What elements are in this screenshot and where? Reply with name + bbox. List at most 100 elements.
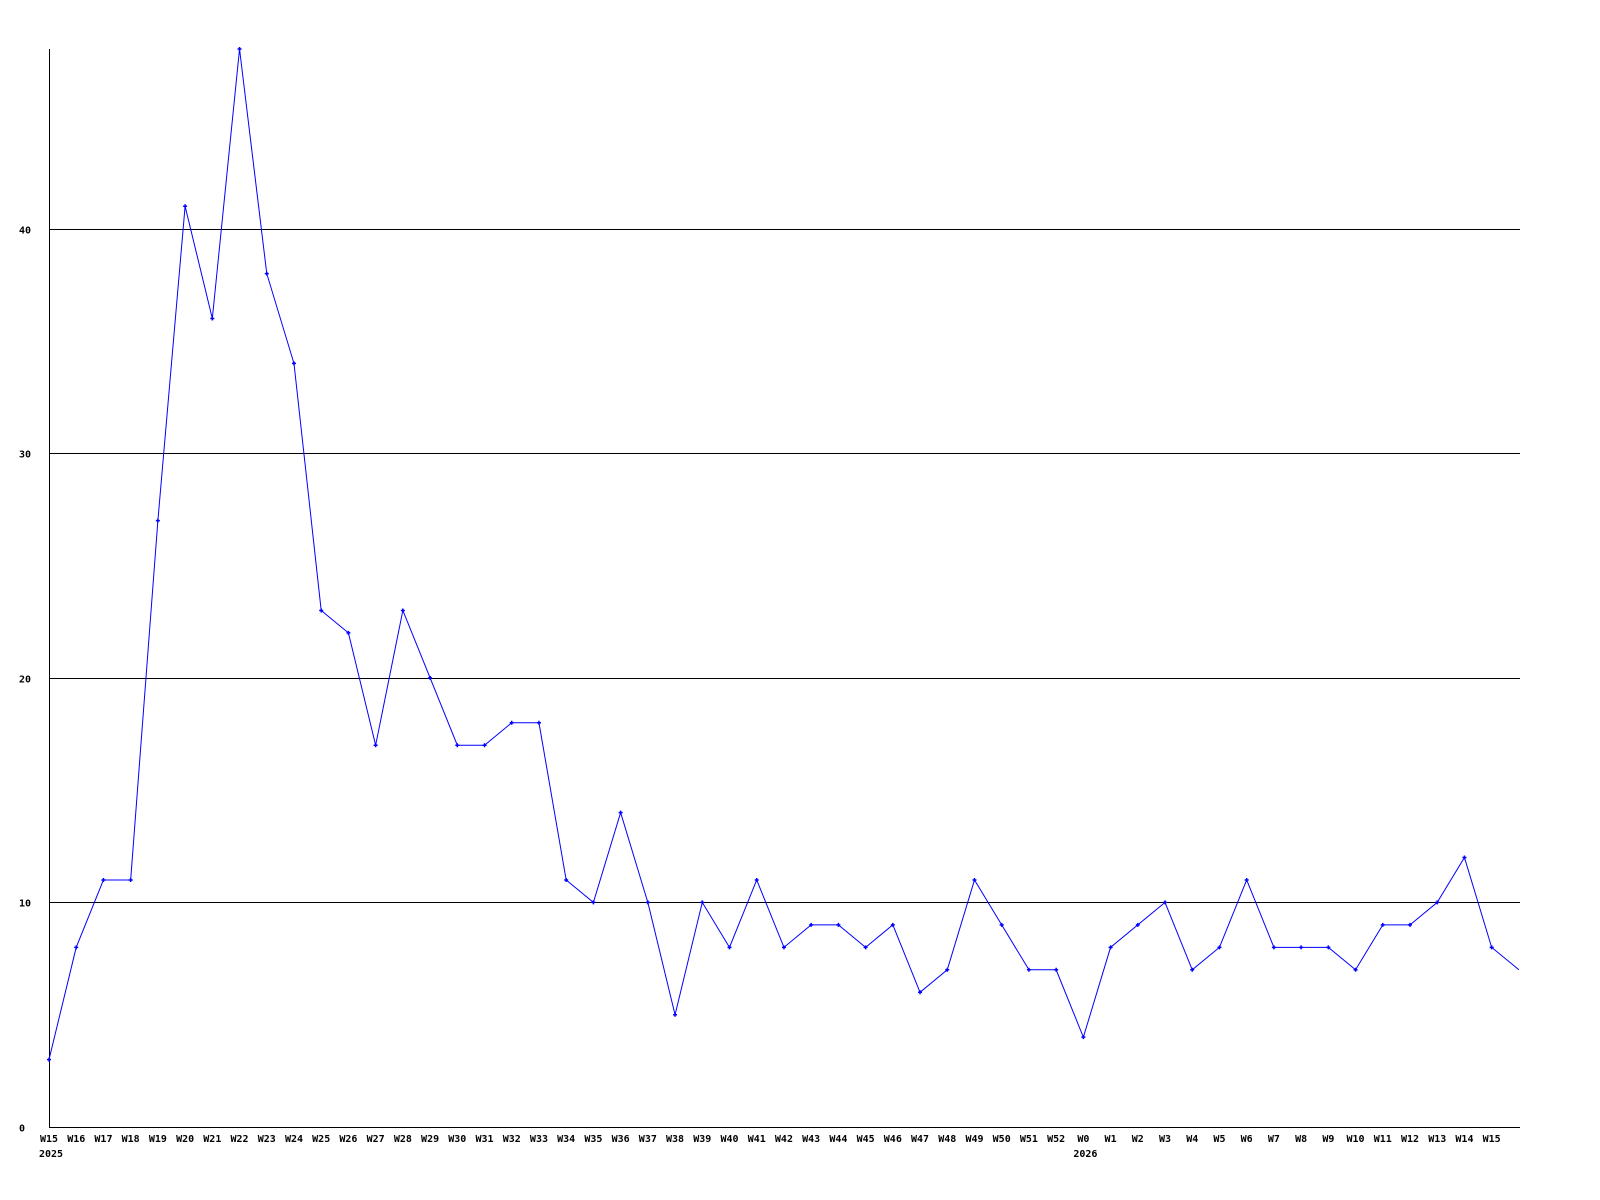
series-line: [48, 48, 1520, 1060]
x-tick-label: W26: [339, 1134, 357, 1145]
data-point: [1135, 922, 1140, 927]
data-point: [1244, 877, 1249, 882]
data-point: [972, 877, 977, 882]
x-tick-label: W17: [94, 1134, 112, 1145]
data-point: [918, 990, 923, 995]
data-point: [700, 900, 705, 905]
x-tick-label: W3: [1159, 1134, 1171, 1145]
x-tick-label: W16: [67, 1134, 85, 1145]
data-point: [346, 630, 351, 635]
x-tick-label: W36: [612, 1134, 630, 1145]
data-point: [1408, 922, 1412, 927]
x-tick-label: W21: [203, 1134, 221, 1145]
data-point: [564, 877, 569, 882]
data-point: [428, 675, 433, 680]
data-point: [1435, 900, 1440, 905]
x-tick-label: W14: [1455, 1134, 1473, 1145]
y-tick-label: 20: [19, 675, 31, 686]
x-tick-label: W32: [503, 1134, 521, 1145]
data-point: [1026, 967, 1031, 972]
y-tick-label: 40: [19, 226, 31, 237]
x-tick-label: W12: [1401, 1134, 1419, 1145]
data-point: [1326, 945, 1331, 950]
data-point: [101, 877, 106, 882]
data-point: [618, 810, 623, 815]
data-point: [400, 608, 405, 613]
data-point: [183, 204, 188, 209]
x-tick-label: W6: [1241, 1134, 1253, 1145]
x-tick-label: W50: [993, 1134, 1011, 1145]
x-tick-label: W47: [911, 1134, 929, 1145]
x-tick-label: W28: [394, 1134, 412, 1145]
data-point: [890, 922, 895, 927]
data-point: [945, 967, 950, 972]
y-tick-label: 0: [19, 1124, 25, 1135]
gridlines: [49, 229, 1520, 903]
x-tick-label: W31: [475, 1134, 493, 1145]
data-point: [128, 877, 133, 882]
x-tick-label: W4: [1186, 1134, 1198, 1145]
data-point: [482, 743, 487, 748]
x-tick-label: W42: [775, 1134, 793, 1145]
x-tick-label: W15: [1483, 1134, 1501, 1145]
x-tick-label: W0: [1077, 1134, 1089, 1145]
data-point: [1489, 945, 1494, 950]
data-point: [47, 1057, 51, 1062]
series: [47, 47, 1520, 1062]
data-point: [1108, 945, 1113, 950]
x-tick-label: W19: [149, 1134, 167, 1145]
data-point: [373, 743, 378, 748]
x-tick-label: W22: [231, 1134, 249, 1145]
x-tick-label: W45: [857, 1134, 875, 1145]
x-tick-label: W35: [584, 1134, 602, 1145]
data-point: [727, 945, 732, 950]
x-tick-label: W44: [829, 1134, 847, 1145]
x-tick-label: W38: [666, 1134, 684, 1145]
year-label: 2026: [1073, 1149, 1097, 1160]
data-point: [155, 518, 160, 523]
data-point: [237, 47, 242, 51]
data-point: [1054, 967, 1059, 972]
x-tick-label: W18: [122, 1134, 140, 1145]
x-tick-label: W46: [884, 1134, 902, 1145]
data-point: [1380, 922, 1385, 927]
year-label: 2025: [39, 1149, 63, 1160]
data-point: [754, 877, 759, 882]
data-point: [591, 900, 596, 905]
x-tick-label: W13: [1428, 1134, 1446, 1145]
x-tick-label: W7: [1268, 1134, 1280, 1145]
x-tick-label: W8: [1295, 1134, 1307, 1145]
data-point: [1190, 967, 1195, 972]
x-tick-label: W34: [557, 1134, 575, 1145]
x-tick-label: W30: [448, 1134, 466, 1145]
data-point: [673, 1012, 678, 1017]
x-tick-label: W2: [1132, 1134, 1144, 1145]
data-point: [291, 361, 296, 366]
data-point: [509, 720, 514, 725]
data-point: [781, 945, 786, 950]
data-point: [1271, 945, 1276, 950]
data-point: [536, 720, 541, 725]
x-tick-label: W40: [720, 1134, 738, 1145]
x-tick-label: W10: [1347, 1134, 1365, 1145]
data-point: [809, 922, 814, 927]
x-tick-label: W48: [938, 1134, 956, 1145]
x-tick-label: W24: [285, 1134, 303, 1145]
x-tick-label: W1: [1105, 1134, 1117, 1145]
data-point: [455, 743, 460, 748]
x-tick-label: W37: [639, 1134, 657, 1145]
x-tick-label: W9: [1322, 1134, 1334, 1145]
x-tick-label: W11: [1374, 1134, 1392, 1145]
data-point: [863, 945, 868, 950]
y-tick-label: 30: [19, 450, 31, 461]
data-point: [999, 922, 1004, 927]
data-point: [1353, 967, 1358, 972]
x-tick-label: W15: [40, 1134, 58, 1145]
data-point: [319, 608, 324, 613]
y-tick-label: 10: [19, 899, 31, 910]
data-point: [1081, 1035, 1086, 1040]
x-tick-label: W27: [367, 1134, 385, 1145]
data-point: [1163, 900, 1168, 905]
x-tick-label: W25: [312, 1134, 330, 1145]
